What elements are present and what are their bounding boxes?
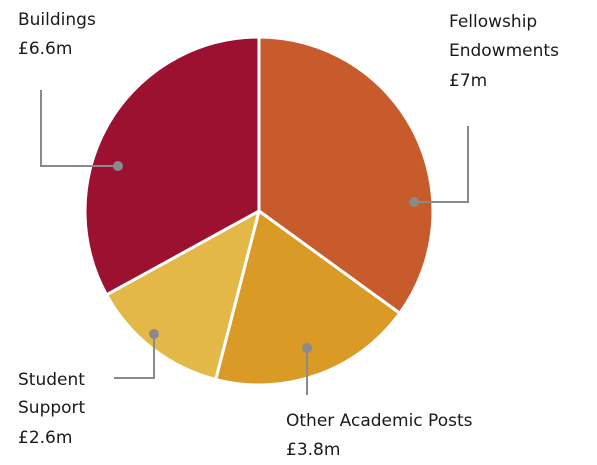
label-buildings-value: £6.6m <box>18 39 72 59</box>
label-student-support-line-1: Student <box>18 370 85 390</box>
label-fellowship-line-1: Fellowship <box>449 12 537 32</box>
label-buildings: Buildings £6.6m <box>18 10 101 59</box>
label-buildings-line-1: Buildings <box>18 10 96 30</box>
label-other-academic: Other Academic Posts £3.8m <box>286 411 478 460</box>
label-student-support-line-2: Support <box>18 398 86 418</box>
pie-slices <box>83 35 435 387</box>
pie-slice-buildings <box>83 35 261 297</box>
leader-dot-student-support <box>149 329 159 339</box>
label-fellowship-value: £7m <box>449 71 487 91</box>
leader-line-fellowship <box>414 126 469 203</box>
pie-slice-student-support <box>105 209 261 382</box>
label-other-academic-value: £3.8m <box>286 440 340 460</box>
pie-slice-other-academic-posts <box>214 209 402 387</box>
leader-dot-buildings <box>113 161 123 171</box>
leader-dot-fellowship <box>409 197 419 207</box>
label-student-support-value: £2.6m <box>18 428 72 448</box>
label-fellowship: Fellowship Endowments £7m <box>449 12 564 91</box>
leader-dot-other-academic <box>302 343 312 353</box>
label-other-academic-line-1: Other Academic Posts <box>286 411 473 431</box>
leader-line-buildings <box>40 90 118 167</box>
label-student-support: Student Support £2.6m <box>18 370 91 448</box>
leader-line-student-support <box>114 334 155 379</box>
pie-slice-fellowship-endowments <box>257 35 435 315</box>
label-fellowship-line-2: Endowments <box>449 41 559 61</box>
